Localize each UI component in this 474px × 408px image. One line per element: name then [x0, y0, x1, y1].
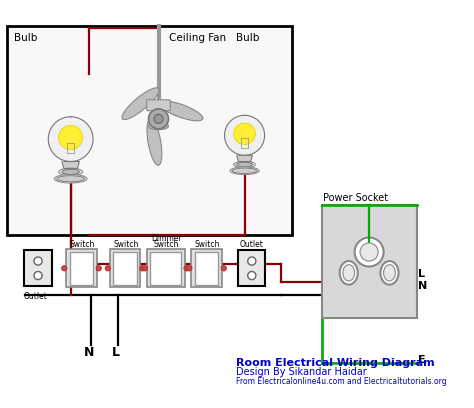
Text: Switch: Switch [195, 239, 220, 248]
Text: N: N [84, 346, 95, 359]
Text: Outlet: Outlet [239, 239, 263, 248]
Circle shape [105, 266, 110, 271]
Circle shape [34, 257, 42, 265]
Text: Room Electrical Wiring Diagram: Room Electrical Wiring Diagram [236, 358, 434, 368]
Circle shape [59, 125, 82, 149]
FancyBboxPatch shape [147, 100, 170, 111]
Circle shape [248, 271, 256, 279]
Circle shape [96, 266, 101, 271]
Circle shape [184, 266, 189, 271]
Bar [66, 249, 97, 287]
Text: Ceiling Fan: Ceiling Fan [169, 33, 227, 43]
Polygon shape [225, 115, 264, 155]
Ellipse shape [59, 168, 82, 175]
Bar [70, 252, 93, 285]
Bar [195, 252, 219, 285]
Ellipse shape [340, 261, 358, 285]
Ellipse shape [147, 119, 162, 165]
Circle shape [148, 109, 168, 129]
Polygon shape [237, 155, 252, 162]
Ellipse shape [57, 176, 84, 182]
Ellipse shape [383, 265, 395, 281]
Text: L: L [112, 346, 120, 359]
Circle shape [360, 243, 378, 261]
Text: E: E [419, 355, 426, 366]
Bar [7, 27, 292, 235]
Circle shape [154, 114, 163, 123]
Ellipse shape [381, 261, 399, 285]
Bar [150, 252, 181, 285]
Bar [25, 250, 52, 286]
Circle shape [62, 266, 67, 271]
Ellipse shape [230, 167, 259, 175]
Text: N: N [419, 281, 428, 291]
Text: Bulb: Bulb [15, 33, 38, 43]
Circle shape [34, 271, 42, 279]
Ellipse shape [237, 162, 252, 167]
Ellipse shape [158, 101, 203, 121]
Ellipse shape [232, 168, 257, 173]
Text: Dimmer: Dimmer [151, 234, 182, 243]
Text: L: L [419, 269, 426, 279]
Bar [113, 252, 137, 285]
Circle shape [142, 266, 147, 271]
Text: Power Socket: Power Socket [323, 193, 389, 203]
Text: Switch: Switch [70, 239, 95, 248]
Ellipse shape [148, 122, 168, 130]
Circle shape [187, 266, 192, 271]
Ellipse shape [62, 169, 79, 175]
Ellipse shape [55, 175, 87, 183]
Circle shape [234, 123, 255, 144]
Ellipse shape [234, 162, 255, 168]
Circle shape [139, 266, 145, 271]
Bar [147, 249, 185, 287]
Polygon shape [62, 162, 79, 169]
Text: Outlet: Outlet [24, 292, 47, 301]
Circle shape [355, 237, 383, 266]
Ellipse shape [343, 265, 355, 281]
Text: From Electricalonline4u.com and Electricaltutorials.org: From Electricalonline4u.com and Electric… [236, 377, 446, 386]
Circle shape [248, 257, 256, 265]
Bar [191, 249, 222, 287]
Bar [321, 205, 417, 318]
Polygon shape [48, 117, 93, 162]
Text: Switch: Switch [154, 240, 179, 249]
Bar [109, 249, 140, 287]
Text: Bulb: Bulb [236, 33, 259, 43]
Circle shape [221, 266, 227, 271]
Ellipse shape [122, 88, 159, 120]
Text: Design By Sikandar Haidar: Design By Sikandar Haidar [236, 367, 366, 377]
Bar [238, 250, 265, 286]
Text: Switch: Switch [113, 239, 138, 248]
